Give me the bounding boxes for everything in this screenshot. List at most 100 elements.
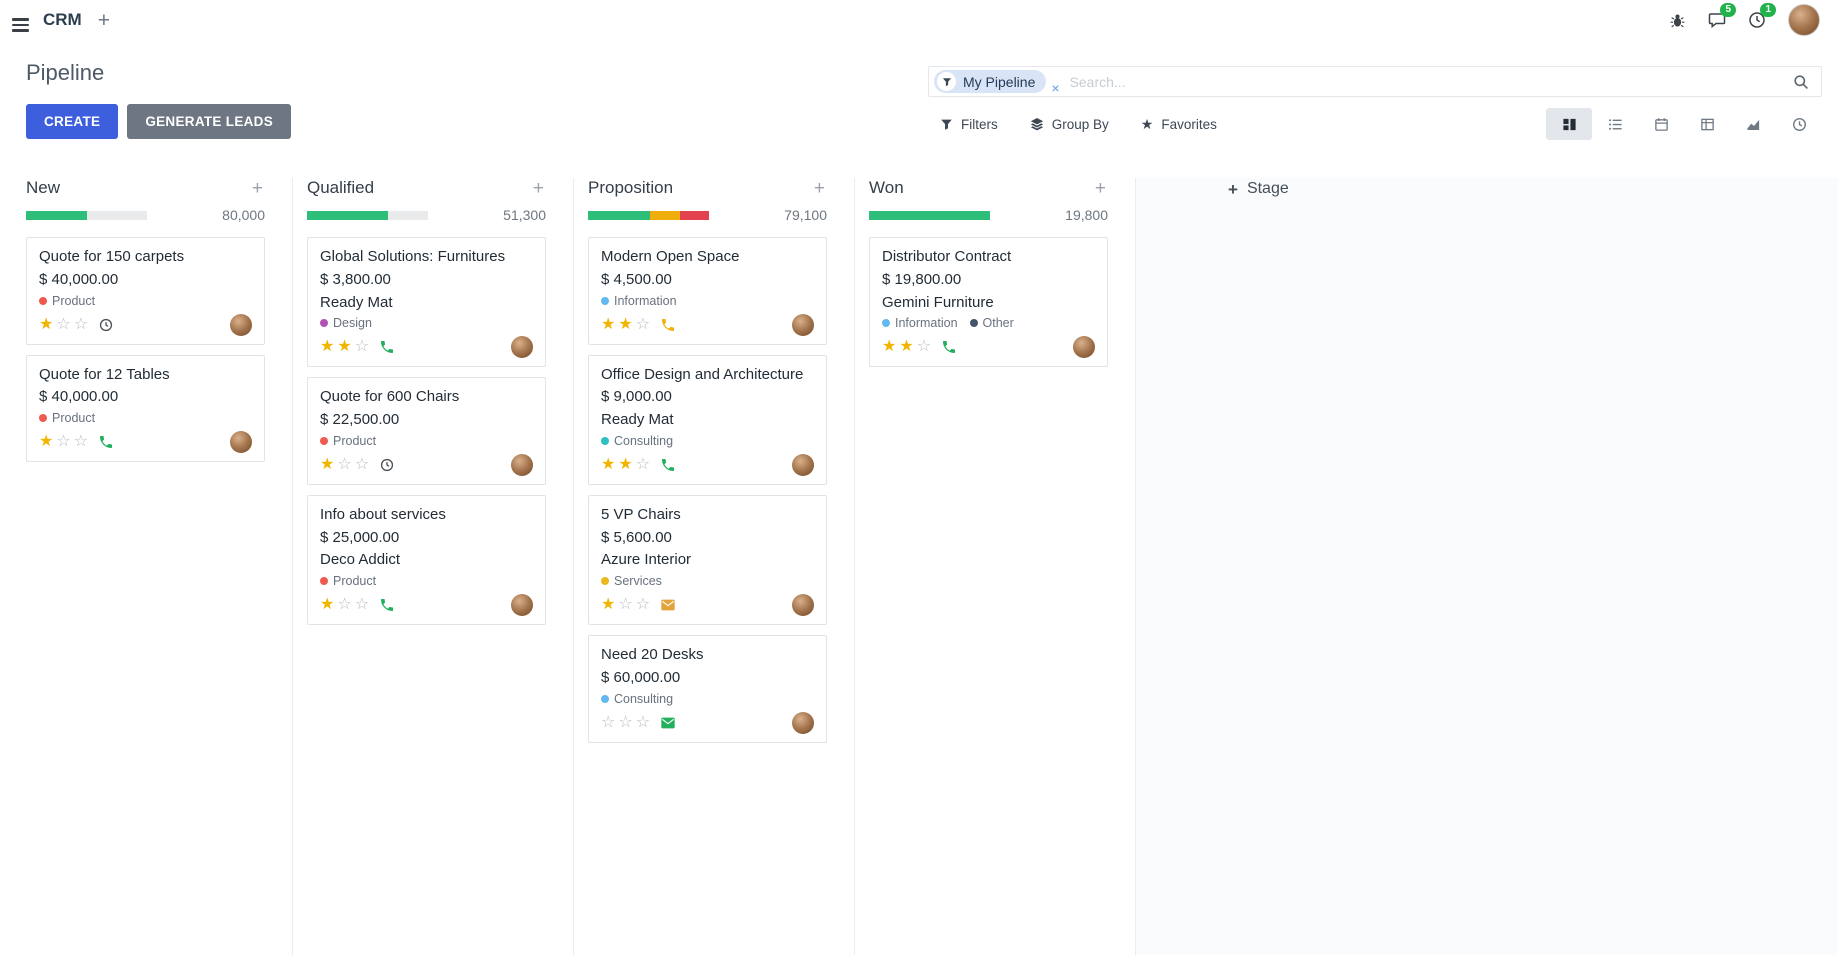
- graph-view-button[interactable]: [1730, 108, 1776, 140]
- kanban-card[interactable]: Distributor Contract $ 19,800.00 Gemini Fu…: [869, 237, 1108, 368]
- envelope-activity-icon[interactable]: [660, 597, 676, 613]
- star-empty-icon[interactable]: ☆: [635, 596, 651, 613]
- kanban-card[interactable]: Modern Open Space $ 4,500.00 Information ★ ★…: [588, 237, 827, 345]
- filters-button[interactable]: Filters: [940, 117, 998, 132]
- star-empty-icon[interactable]: ☆: [635, 455, 651, 473]
- progress-segment[interactable]: [869, 210, 990, 220]
- column-progress-bar[interactable]: [307, 210, 428, 220]
- kanban-card[interactable]: Quote for 12 Tables $ 40,000.00 Product ★ ☆ ☆: [26, 354, 265, 462]
- star-empty-icon[interactable]: ☆: [337, 596, 352, 613]
- priority-stars[interactable]: ★ ☆ ☆: [39, 434, 88, 450]
- clock-activity-icon[interactable]: [379, 457, 395, 473]
- clock-activity-icon[interactable]: [98, 317, 114, 333]
- priority-stars[interactable]: ★ ☆ ☆: [320, 597, 369, 613]
- priority-stars[interactable]: ★ ★ ☆: [601, 455, 651, 473]
- star-empty-icon[interactable]: ☆: [73, 433, 89, 450]
- favorites-button[interactable]: ★ Favorites: [1140, 116, 1217, 132]
- kanban-card[interactable]: Need 20 Desks $ 60,000.00 Consulting ☆ ☆ ☆: [588, 635, 827, 743]
- star-empty-icon[interactable]: ☆: [337, 455, 352, 473]
- star-filled-icon[interactable]: ★: [618, 455, 633, 473]
- column-quick-create-button[interactable]: +: [532, 177, 544, 199]
- column-progress-bar[interactable]: [588, 210, 709, 220]
- star-filled-icon[interactable]: ★: [618, 315, 633, 333]
- kanban-card[interactable]: 5 VP Chairs $ 5,600.00 Azure Interior Servi…: [588, 494, 827, 625]
- star-filled-icon[interactable]: ★: [601, 315, 616, 333]
- progress-segment[interactable]: [679, 210, 709, 220]
- kanban-card[interactable]: Quote for 150 carpets $ 40,000.00 Product ★…: [26, 237, 265, 345]
- phone-activity-icon[interactable]: [379, 339, 395, 355]
- star-empty-icon[interactable]: ☆: [635, 315, 651, 333]
- column-quick-create-button[interactable]: +: [813, 177, 825, 199]
- facet-remove-button[interactable]: ×: [1051, 79, 1060, 96]
- star-empty-icon[interactable]: ☆: [73, 315, 89, 333]
- star-filled-icon[interactable]: ★: [320, 455, 335, 473]
- app-name[interactable]: CRM: [43, 10, 82, 29]
- star-filled-icon[interactable]: ★: [39, 315, 54, 333]
- column-quick-create-button[interactable]: +: [1094, 177, 1106, 199]
- priority-stars[interactable]: ★ ☆ ☆: [39, 315, 89, 333]
- progress-segment[interactable]: [649, 210, 680, 220]
- star-empty-icon[interactable]: ☆: [635, 713, 651, 731]
- phone-activity-icon[interactable]: [660, 317, 676, 333]
- phone-activity-icon[interactable]: [98, 434, 114, 450]
- generate-leads-button[interactable]: GENERATE LEADS: [127, 104, 292, 139]
- kanban-card[interactable]: Quote for 600 Chairs $ 22,500.00 Product ★ ☆…: [307, 377, 546, 485]
- search-facet[interactable]: My Pipeline: [934, 70, 1047, 93]
- star-filled-icon[interactable]: ★: [899, 338, 914, 356]
- user-avatar[interactable]: [1788, 4, 1820, 36]
- column-quick-create-button[interactable]: +: [251, 177, 263, 199]
- priority-stars[interactable]: ★ ★ ☆: [882, 339, 931, 355]
- star-empty-icon[interactable]: ☆: [56, 433, 71, 450]
- debug-bug-button[interactable]: [1669, 12, 1686, 29]
- star-empty-icon[interactable]: ☆: [618, 713, 633, 731]
- column-total: 79,100: [784, 207, 827, 223]
- messages-button[interactable]: 5: [1708, 3, 1736, 29]
- apps-menu-button[interactable]: [12, 9, 29, 32]
- phone-activity-icon[interactable]: [660, 457, 676, 473]
- star-filled-icon[interactable]: ★: [882, 338, 897, 356]
- kanban-view-button[interactable]: [1546, 108, 1592, 140]
- star-empty-icon[interactable]: ☆: [354, 596, 370, 613]
- create-button[interactable]: CREATE: [26, 104, 119, 139]
- kanban-card[interactable]: Office Design and Architecture $ 9,000.00…: [588, 354, 827, 485]
- column-total: 51,300: [503, 207, 546, 223]
- priority-stars[interactable]: ☆ ☆ ☆: [601, 713, 651, 731]
- add-stage-button[interactable]: + Stage: [1228, 180, 1289, 198]
- star-empty-icon[interactable]: ☆: [56, 315, 71, 333]
- progress-segment[interactable]: [26, 210, 87, 220]
- priority-stars[interactable]: ★ ★ ☆: [320, 339, 369, 355]
- kanban-card[interactable]: Info about services $ 25,000.00 Deco Addic…: [307, 494, 546, 625]
- search-icon[interactable]: [1791, 74, 1811, 90]
- star-filled-icon[interactable]: ★: [601, 596, 616, 613]
- star-filled-icon[interactable]: ★: [320, 338, 335, 356]
- kanban-card[interactable]: Global Solutions: Furnitures $ 3,800.00 Re…: [307, 237, 546, 368]
- calendar-view-button[interactable]: [1638, 108, 1684, 140]
- pivot-view-button[interactable]: [1684, 108, 1730, 140]
- group-by-button[interactable]: Group By: [1030, 117, 1109, 132]
- star-empty-icon[interactable]: ☆: [916, 338, 932, 356]
- activities-button[interactable]: 1: [1748, 3, 1776, 29]
- priority-stars[interactable]: ★ ☆ ☆: [601, 597, 650, 613]
- priority-stars[interactable]: ★ ☆ ☆: [320, 455, 370, 473]
- star-filled-icon[interactable]: ★: [601, 455, 616, 473]
- priority-stars[interactable]: ★ ★ ☆: [601, 315, 651, 333]
- search-input[interactable]: [1061, 73, 1791, 90]
- star-filled-icon[interactable]: ★: [39, 433, 54, 450]
- phone-activity-icon[interactable]: [379, 597, 395, 613]
- envelope-activity-icon[interactable]: [660, 715, 676, 731]
- phone-activity-icon[interactable]: [941, 339, 957, 355]
- list-view-button[interactable]: [1592, 108, 1638, 140]
- progress-segment[interactable]: [307, 210, 389, 220]
- star-empty-icon[interactable]: ☆: [354, 455, 370, 473]
- column-progress-bar[interactable]: [26, 210, 147, 220]
- star-empty-icon[interactable]: ☆: [601, 713, 616, 731]
- activity-view-button[interactable]: [1776, 108, 1822, 140]
- star-empty-icon[interactable]: ☆: [618, 596, 633, 613]
- column-title: Proposition: [588, 178, 674, 197]
- star-filled-icon[interactable]: ★: [320, 596, 335, 613]
- star-empty-icon[interactable]: ☆: [354, 338, 370, 356]
- column-progress-bar[interactable]: [869, 210, 990, 220]
- progress-segment[interactable]: [588, 210, 650, 220]
- star-filled-icon[interactable]: ★: [337, 338, 352, 356]
- topbar-add-button[interactable]: +: [97, 8, 110, 32]
